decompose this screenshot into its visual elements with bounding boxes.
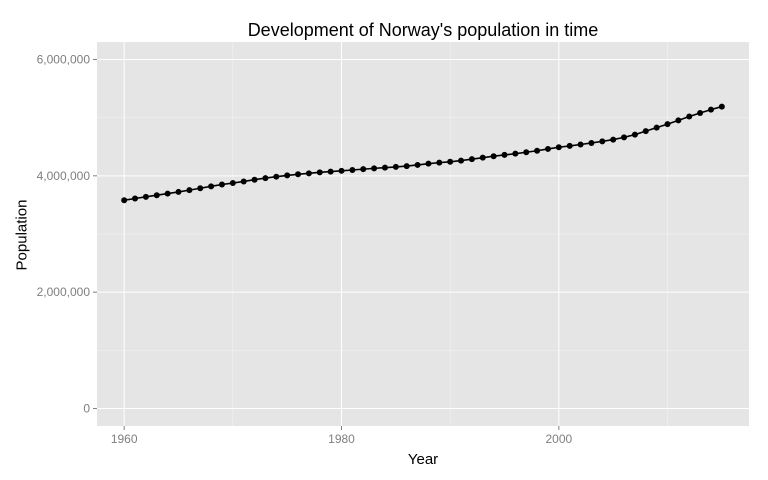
data-point <box>338 167 345 174</box>
data-point <box>251 176 258 183</box>
data-point <box>631 131 638 138</box>
y-tick-label: 4,000,000 <box>37 169 91 183</box>
data-point <box>142 193 149 200</box>
data-point <box>381 164 388 171</box>
data-point <box>229 180 236 187</box>
grid-layer <box>97 42 749 426</box>
data-point <box>197 185 204 192</box>
data-point <box>392 163 399 170</box>
data-point <box>164 190 171 197</box>
data-point <box>132 195 139 202</box>
data-point <box>566 142 573 149</box>
series-layer <box>121 103 725 204</box>
data-point <box>425 160 432 167</box>
data-point <box>458 157 465 164</box>
data-point <box>675 117 682 124</box>
y-tick-label: 6,000,000 <box>37 52 91 66</box>
data-point <box>218 181 225 188</box>
data-point <box>284 172 291 179</box>
data-point <box>121 197 128 204</box>
data-point <box>175 188 182 195</box>
data-point <box>697 109 704 116</box>
data-point <box>599 138 606 145</box>
data-point <box>371 165 378 172</box>
data-point <box>262 175 269 182</box>
x-tick-label: 1960 <box>111 432 138 446</box>
data-point <box>544 145 551 152</box>
data-point <box>436 159 443 166</box>
data-point <box>327 168 334 175</box>
data-point <box>186 187 193 194</box>
chart-title: Development of Norway's population in ti… <box>247 20 599 40</box>
data-point <box>577 141 584 148</box>
data-point <box>664 121 671 128</box>
x-tick-label: 1980 <box>328 432 355 446</box>
data-point <box>273 173 280 180</box>
data-point <box>610 136 617 143</box>
data-point <box>621 134 628 141</box>
y-tick-label: 2,000,000 <box>37 285 91 299</box>
x-axis-title: Year <box>407 451 439 468</box>
data-point <box>501 151 508 158</box>
axis-layer: 0 2,000,000 4,000,000 6,000,000 1960 1980 2000 <box>37 52 573 446</box>
data-point <box>686 113 693 120</box>
data-point <box>316 169 323 176</box>
data-point <box>305 170 312 177</box>
data-point <box>295 171 302 178</box>
data-point <box>447 158 454 165</box>
data-point <box>490 153 497 160</box>
data-point <box>240 178 247 185</box>
data-point <box>642 128 649 135</box>
data-point <box>718 103 725 110</box>
data-point <box>349 167 356 173</box>
y-tick-label: 0 <box>83 402 90 416</box>
data-point <box>153 192 160 199</box>
data-point <box>512 150 519 157</box>
data-point <box>534 147 541 154</box>
x-tick-label: 2000 <box>545 432 572 446</box>
data-point <box>360 166 367 173</box>
data-point <box>707 106 714 113</box>
data-point <box>588 139 595 146</box>
data-point <box>414 161 421 168</box>
data-point <box>653 124 660 131</box>
data-point <box>555 144 562 151</box>
data-point <box>523 149 530 156</box>
data-point <box>479 154 486 161</box>
data-point <box>208 183 215 190</box>
data-point <box>468 156 475 163</box>
data-point <box>403 163 410 170</box>
